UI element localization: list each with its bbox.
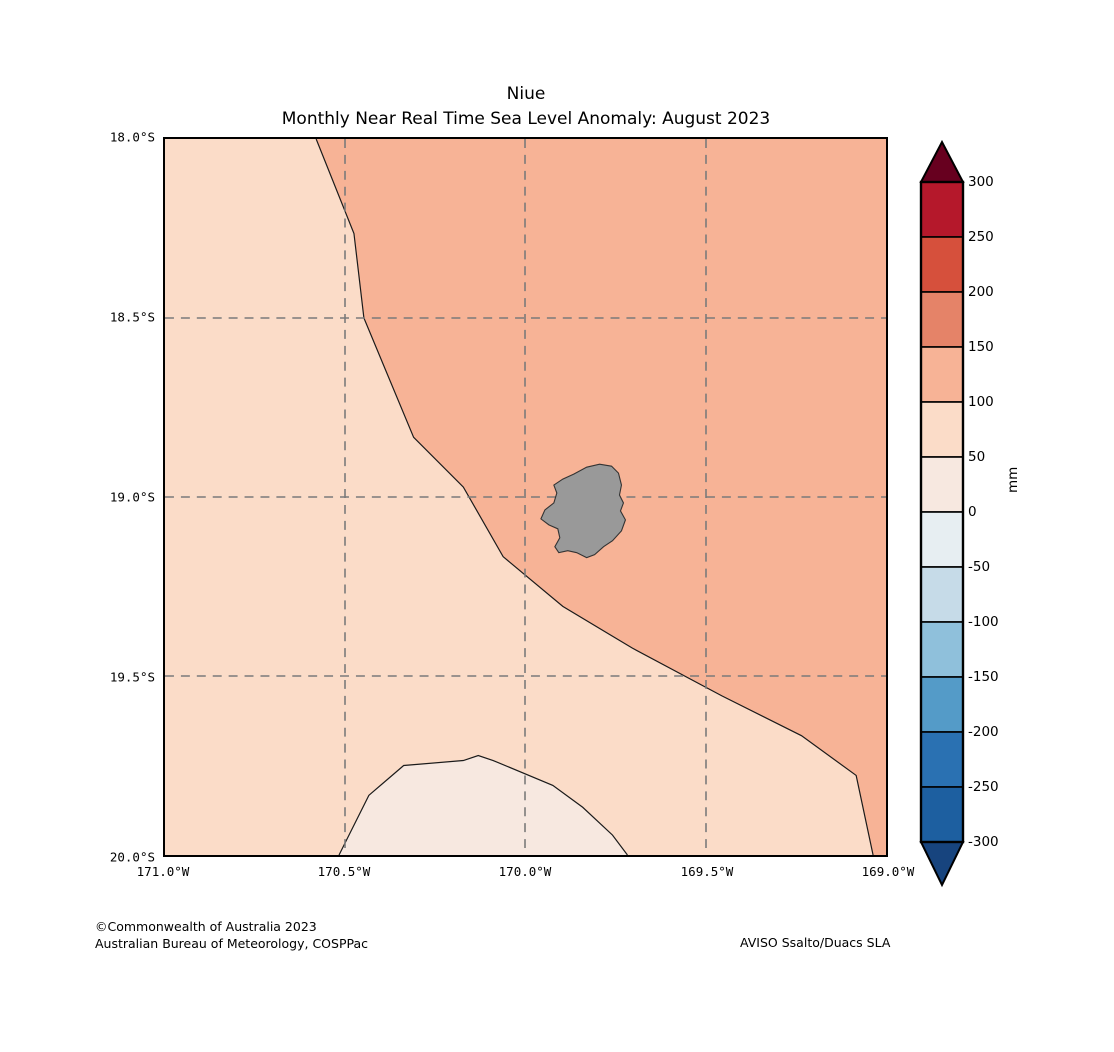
colorbar-tick-neg100: -100 <box>968 614 999 630</box>
colorbar-tick-200: 200 <box>968 284 994 300</box>
colorbar-band-neg300-neg250 <box>920 786 964 843</box>
colorbar-band-50-100 <box>920 401 964 458</box>
sea-level-anomaly-map <box>165 139 886 855</box>
colorbar-band-200-250 <box>920 236 964 293</box>
colorbar-band-neg250-neg200 <box>920 731 964 788</box>
colorbar-tick-neg250: -250 <box>968 779 999 795</box>
colorbar-tick-100: 100 <box>968 394 994 410</box>
niue-island-shape <box>540 463 627 559</box>
colorbar-band-neg50-0 <box>920 511 964 568</box>
xtick-label-169-5: 169.5°W <box>680 864 734 879</box>
contour-line-100 <box>315 139 874 855</box>
title-block: Niue Monthly Near Real Time Sea Level An… <box>0 86 1052 128</box>
colorbar-tick-neg150: -150 <box>968 669 999 685</box>
map-plot-area <box>163 137 888 857</box>
colorbar: 300 250 200 150 100 50 0 -50 -100 -150 -… <box>919 137 999 888</box>
colorbar-band-neg150-neg100 <box>920 621 964 678</box>
colorbar-tick-neg50: -50 <box>968 559 991 575</box>
colorbar-tick-250: 250 <box>968 229 994 245</box>
xtick-label-171-0: 171.0°W <box>136 864 190 879</box>
footer-data-source: AVISO Ssalto/Duacs SLA <box>740 935 891 950</box>
chart-subtitle: Monthly Near Real Time Sea Level Anomaly… <box>281 109 771 129</box>
colorbar-tick-0: 0 <box>968 504 977 520</box>
colorbar-band-0-50 <box>920 456 964 513</box>
colorbar-unit-label: mm <box>1005 466 1021 493</box>
footer-copyright: ©Commonwealth of Australia 2023 <box>95 919 317 934</box>
ytick-label-19-5: 19.5°S <box>109 669 155 685</box>
page-title: Niue <box>506 84 546 104</box>
ytick-label-20-0: 20.0°S <box>109 849 155 865</box>
ytick-label-19-0: 19.0°S <box>109 489 155 505</box>
xtick-label-169-0: 169.0°W <box>861 864 915 879</box>
colorbar-tick-neg300: -300 <box>968 834 999 850</box>
colorbar-band-neg100-neg50 <box>920 566 964 623</box>
colorbar-tick-150: 150 <box>968 339 994 355</box>
colorbar-tick-50: 50 <box>968 449 986 465</box>
ytick-label-18-5: 18.5°S <box>109 309 155 325</box>
colorbar-swatches <box>919 139 965 888</box>
colorbar-band-150-200 <box>920 291 964 348</box>
footer-agency: Australian Bureau of Meteorology, COSPPa… <box>95 935 368 951</box>
colorbar-tick-neg200: -200 <box>968 724 999 740</box>
colorbar-tick-300: 300 <box>968 174 994 190</box>
band-0-50 <box>339 755 628 855</box>
xtick-label-170-0: 170.0°W <box>498 864 552 879</box>
xtick-label-170-5: 170.5°W <box>317 864 371 879</box>
colorbar-extend-top <box>919 139 965 183</box>
contour-line-50 <box>338 754 628 855</box>
colorbar-band-neg200-neg150 <box>920 676 964 733</box>
footer-attribution: ©Commonwealth of Australia 2023 Australi… <box>95 919 368 953</box>
ytick-label-18-0: 18.0°S <box>109 129 155 145</box>
colorbar-band-100-150 <box>920 346 964 403</box>
gridlines <box>165 139 886 855</box>
colorbar-outline <box>919 180 965 844</box>
colorbar-band-250-300 <box>920 181 964 238</box>
